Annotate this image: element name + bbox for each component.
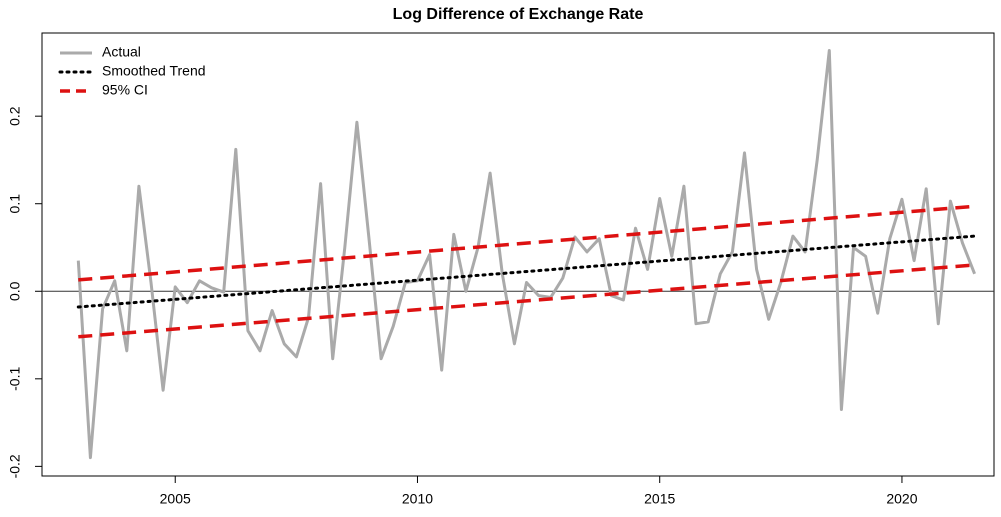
y-tick-label: 0.1 — [7, 194, 23, 214]
y-tick-label: 0.0 — [7, 281, 23, 301]
y-tick-label: -0.1 — [7, 367, 23, 391]
legend-label: 95% CI — [102, 82, 148, 98]
actual-line — [76, 49, 976, 460]
ci-line — [78, 263, 975, 339]
plot-box — [41, 32, 995, 477]
x-tick-label: 2020 — [886, 491, 917, 507]
y-tick-label: -0.2 — [7, 454, 23, 478]
legend-label: Actual — [102, 44, 141, 60]
y-tick-label: 0.2 — [7, 106, 23, 126]
x-tick-label: 2005 — [160, 491, 191, 507]
trend-line — [76, 234, 977, 309]
x-tick-label: 2015 — [644, 491, 675, 507]
ci-line — [78, 204, 975, 282]
legend-label: Smoothed Trend — [102, 63, 206, 79]
chart-title: Log Difference of Exchange Rate — [393, 6, 644, 23]
x-tick-label: 2010 — [402, 491, 433, 507]
